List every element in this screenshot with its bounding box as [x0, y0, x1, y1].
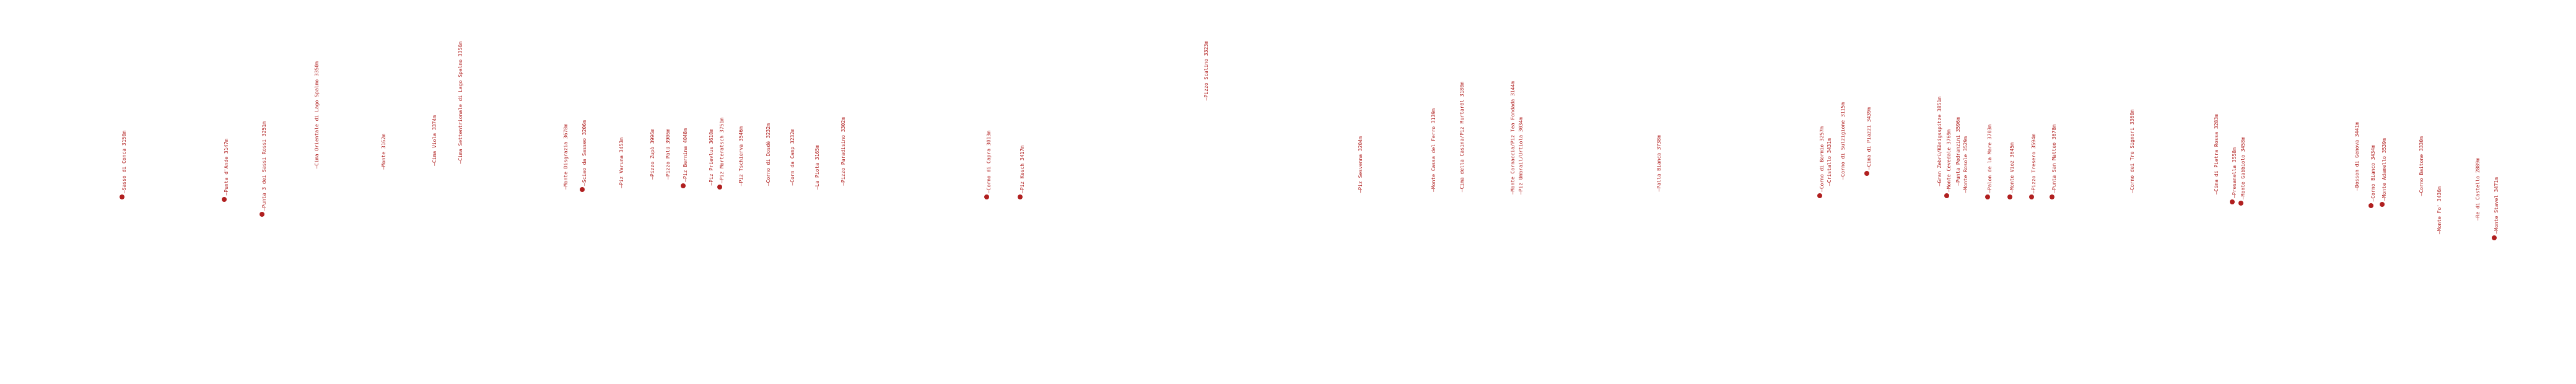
peak-marker-icon[interactable] — [1944, 193, 1949, 198]
peak-label: —Gran Zebrù/Königsspitze 3851m — [1937, 96, 1942, 186]
peak-marker-icon[interactable] — [2007, 194, 2012, 199]
peak-label: —Palla Bianca 3738m — [1656, 135, 1662, 192]
peak-label: —Cristallo 3431m — [1827, 137, 1832, 186]
peak-label: —Corno Baitone 3330m — [2419, 136, 2424, 196]
peak-label: —Pizzo Tresero 3594m — [2031, 133, 2037, 193]
peak-label: —Monte Cassa del Ferro 3139m — [1431, 108, 1436, 192]
peak-label: —Corno dei Tre Signori 3360m — [2129, 110, 2135, 193]
peak-marker-icon[interactable] — [120, 194, 124, 199]
peak-label: —Cima della Casina/Piz Murtaröl 3180m — [1459, 81, 1465, 192]
peak-label: —Monte Rosole 3529m — [1963, 136, 1968, 193]
peak-marker-icon[interactable] — [984, 194, 989, 199]
peak-marker-icon[interactable] — [1985, 194, 1990, 199]
peak-marker-icon[interactable] — [2369, 203, 2373, 208]
peak-marker-icon[interactable] — [260, 212, 264, 217]
peak-label: —Piz Kesch 3417m — [1019, 145, 1025, 193]
peak-label: —Pizzo Palü 3906m — [665, 129, 671, 180]
peak-label: —Piz Bernina 4048m — [683, 128, 688, 182]
peak-marker-icon[interactable] — [1018, 194, 1023, 199]
peak-label: —Monte 3162m — [381, 134, 386, 170]
peak-marker-icon[interactable] — [580, 187, 585, 192]
peak-label: —Corno di Dosdè 3232m — [766, 123, 771, 186]
peak-label: —Cima Settentrionale di Lago Spalmo 3356… — [458, 41, 463, 164]
peak-label: —Pizzo Zupò 3996m — [650, 129, 655, 180]
peak-marker-icon[interactable] — [2492, 235, 2497, 240]
peak-label: —Monte Cornaccia/Piz Tea Fondada 3144m — [1510, 81, 1516, 194]
peak-marker-icon[interactable] — [222, 197, 227, 202]
peak-label: —Corno di Sulzigione 3115m — [1840, 102, 1846, 180]
peak-label: —Piz Prievlus 3610m — [709, 129, 714, 186]
peak-label: —Pizzo Paradisino 3302m — [840, 117, 846, 186]
peak-label: —Cima Viola 3374m — [432, 115, 437, 166]
peak-label: —Monte Gabbiolo 3458m — [2240, 136, 2246, 199]
peak-label: —Pizzo Scalino 3323m — [1203, 40, 1209, 100]
peak-label: —Monte Vioz 3645m — [2009, 142, 2015, 193]
peak-label: —La Piota 3165m — [814, 144, 820, 190]
peak-label: —Monte Disgrazia 3678m — [563, 124, 569, 190]
peak-label: —Sciao da Sasseo 3206m — [582, 120, 587, 186]
peak-label: —Re di Castello 2889m — [2475, 157, 2481, 220]
peak-label: —Dosson di Genova 3441m — [2354, 122, 2360, 191]
peak-marker-icon[interactable] — [2230, 199, 2235, 204]
peak-label: —Corn da Camp 3232m — [790, 129, 795, 186]
peak-marker-icon[interactable] — [2380, 202, 2385, 207]
peak-label: —Piz Varuna 3453m — [619, 137, 624, 188]
peak-marker-icon[interactable] — [1817, 193, 1822, 198]
peak-label: —Piz Tschierva 3546m — [738, 126, 744, 186]
peak-marker-icon[interactable] — [1864, 171, 1869, 176]
peak-label: —Monte Cevedale 3769m — [1946, 129, 1952, 192]
peak-label: —Punta 3 dei Sassi Rossi 3251m — [261, 121, 267, 211]
peak-label: —Sasso di Conca 3150m — [121, 130, 127, 193]
peak-label: —Monte Fo' 3436m — [2437, 186, 2442, 234]
peak-label: —Corno Bianco 3434m — [2370, 145, 2376, 202]
peak-marker-icon[interactable] — [717, 185, 722, 190]
peak-label: —Monte Adamello 3539m — [2382, 137, 2387, 201]
peak-marker-icon[interactable] — [2238, 201, 2243, 206]
peak-label: —Corno di Capra 3013m — [986, 130, 992, 193]
peak-marker-icon[interactable] — [2029, 194, 2034, 199]
peak-label: —Punta San Matteo 3678m — [2051, 124, 2057, 193]
peak-marker-icon[interactable] — [681, 183, 686, 188]
peak-label: —Cima Orientale di Lago Spalmo 3350m — [314, 61, 320, 168]
peak-label: —Piz Umbrail/Urtiola 3034m — [1518, 116, 1524, 194]
peak-label: —Palon de la Mare 3703m — [1987, 124, 1993, 193]
peak-label: —Punta Pedranzini 3596m — [1955, 117, 1961, 186]
peak-label: —Piz Sesvenna 3204m — [1358, 136, 1363, 193]
peak-label: —Monte Stavel 3471m — [2494, 177, 2499, 234]
peak-label: —Corno di Bormio 3257m — [1819, 126, 1825, 192]
peak-label: —Punta d'Ande 3147m — [224, 139, 229, 196]
peak-marker-icon[interactable] — [2050, 194, 2054, 199]
peak-label: —Piz Morteratsch 3751m — [719, 118, 725, 183]
peak-label: —Cima di Pietra Rossa 3283m — [2214, 113, 2219, 194]
peak-label: —Presanella 3558m — [2232, 147, 2237, 198]
peak-label: —Cima di Piazzi 3439m — [1866, 107, 1872, 170]
